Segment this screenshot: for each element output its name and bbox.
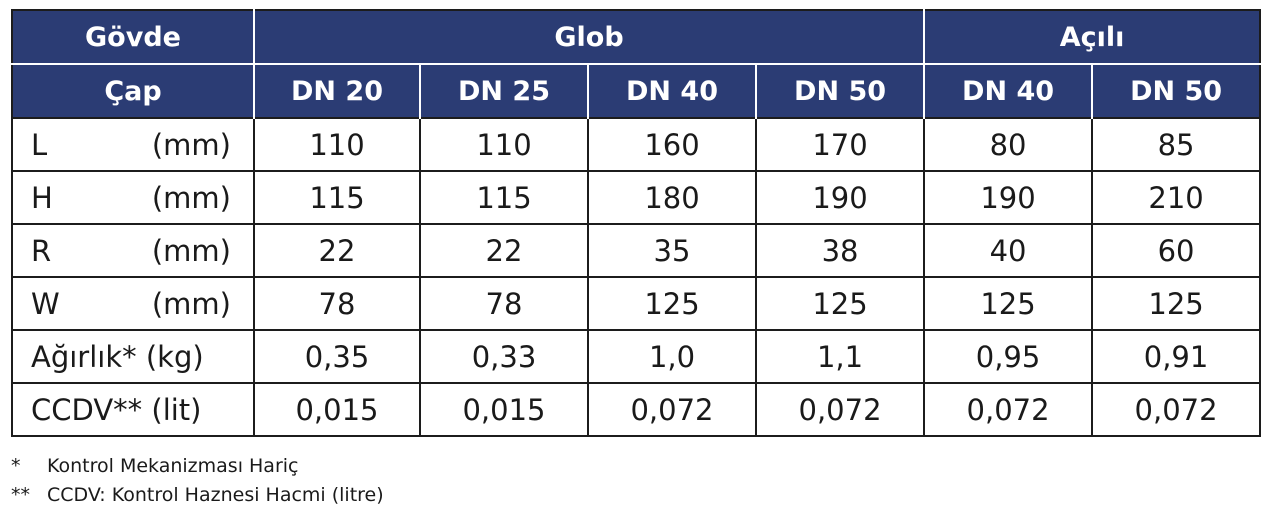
header-body-label: Gövde <box>12 10 254 65</box>
header-size: DN 40 <box>587 64 756 118</box>
row-label-weight: Ağırlık* (kg) <box>11 329 255 384</box>
table-cell: 125 <box>923 276 1094 331</box>
table-cell: 80 <box>923 117 1094 172</box>
header-group-acili: Açılı <box>923 10 1261 65</box>
row-label: W (mm) <box>11 276 255 331</box>
footnote-mark: * <box>11 455 21 477</box>
footnote: ** CCDV: Kontrol Haznesi Hacmi (litre) <box>11 481 384 510</box>
table-cell: 38 <box>754 223 926 278</box>
table-row: L (mm) 110 110 160 170 80 85 <box>11 117 1262 172</box>
table-cell: 125 <box>754 276 926 331</box>
table-cell: 180 <box>587 170 757 225</box>
table-row: R (mm) 22 22 35 38 40 60 <box>11 223 1262 278</box>
table-cell: 60 <box>1091 223 1262 278</box>
table-cell: 115 <box>253 170 421 225</box>
table-cell: 22 <box>253 223 421 278</box>
header-row-groups: Gövde Glob Açılı <box>12 10 1261 65</box>
table-cell: 0,072 <box>1091 382 1262 437</box>
row-label: L (mm) <box>11 117 255 172</box>
table-cell: 170 <box>754 117 926 172</box>
table-cell: 160 <box>587 117 757 172</box>
table-cell: 0,072 <box>754 382 926 437</box>
row-symbol: H <box>31 180 53 215</box>
table-cell: 110 <box>419 117 589 172</box>
row-symbol: R <box>31 233 52 268</box>
table-cell: 0,91 <box>1091 329 1262 384</box>
row-unit: (mm) <box>151 180 231 215</box>
table-cell: 0,015 <box>419 382 589 437</box>
header-diameter-label: Çap <box>12 64 254 118</box>
header-group-glob: Glob <box>252 10 925 65</box>
table-cell: 0,95 <box>923 329 1094 384</box>
row-symbol: W <box>31 286 60 321</box>
table-cell: 1,1 <box>754 329 926 384</box>
row-symbol: L <box>31 127 48 162</box>
header-size: DN 25 <box>419 64 588 118</box>
header-size: DN 50 <box>1091 64 1261 118</box>
table-cell: 0,072 <box>923 382 1094 437</box>
table-row: Ağırlık* (kg) 0,35 0,33 1,0 1,1 0,95 0,9… <box>11 329 1262 384</box>
header-size: DN 40 <box>923 64 1093 118</box>
table-row: CCDV** (lit) 0,015 0,015 0,072 0,072 0,0… <box>11 382 1262 437</box>
table-cell: 110 <box>253 117 421 172</box>
table-cell: 0,015 <box>253 382 421 437</box>
footnote: * Kontrol Mekanizması Hariç <box>11 452 384 481</box>
table-cell: 78 <box>253 276 421 331</box>
table-cell: 115 <box>419 170 589 225</box>
row-unit: (mm) <box>151 127 231 162</box>
spec-table: Gövde Glob Açılı Çap DN 20 DN 25 DN 40 D… <box>11 9 1262 437</box>
footnote-text: CCDV: Kontrol Haznesi Hacmi (litre) <box>47 484 384 506</box>
footnote-mark: ** <box>11 484 30 506</box>
row-unit: (mm) <box>151 233 231 268</box>
table-cell: 0,072 <box>587 382 757 437</box>
row-unit: (mm) <box>151 286 231 321</box>
table-cell: 210 <box>1091 170 1262 225</box>
table-cell: 40 <box>923 223 1094 278</box>
table-cell: 22 <box>419 223 589 278</box>
table-cell: 78 <box>419 276 589 331</box>
table-row: W (mm) 78 78 125 125 125 125 <box>11 276 1262 331</box>
table-cell: 85 <box>1091 117 1262 172</box>
table-cell: 35 <box>587 223 757 278</box>
table-cell: 125 <box>587 276 757 331</box>
table-cell: 0,35 <box>253 329 421 384</box>
footnotes: * Kontrol Mekanizması Hariç ** CCDV: Kontr… <box>11 452 384 510</box>
header-size: DN 20 <box>253 64 420 118</box>
table-cell: 190 <box>923 170 1094 225</box>
row-label: H (mm) <box>11 170 255 225</box>
row-label-ccdv: CCDV** (lit) <box>11 382 255 437</box>
table-cell: 0,33 <box>419 329 589 384</box>
table-cell: 125 <box>1091 276 1262 331</box>
row-label: R (mm) <box>11 223 255 278</box>
footnote-text: Kontrol Mekanizması Hariç <box>47 455 299 477</box>
table-cell: 1,0 <box>587 329 757 384</box>
header-row-sizes: Çap DN 20 DN 25 DN 40 DN 50 DN 40 DN 50 <box>12 64 1261 118</box>
header-size: DN 50 <box>754 64 925 118</box>
table-cell: 190 <box>754 170 926 225</box>
table-row: H (mm) 115 115 180 190 190 210 <box>11 170 1262 225</box>
